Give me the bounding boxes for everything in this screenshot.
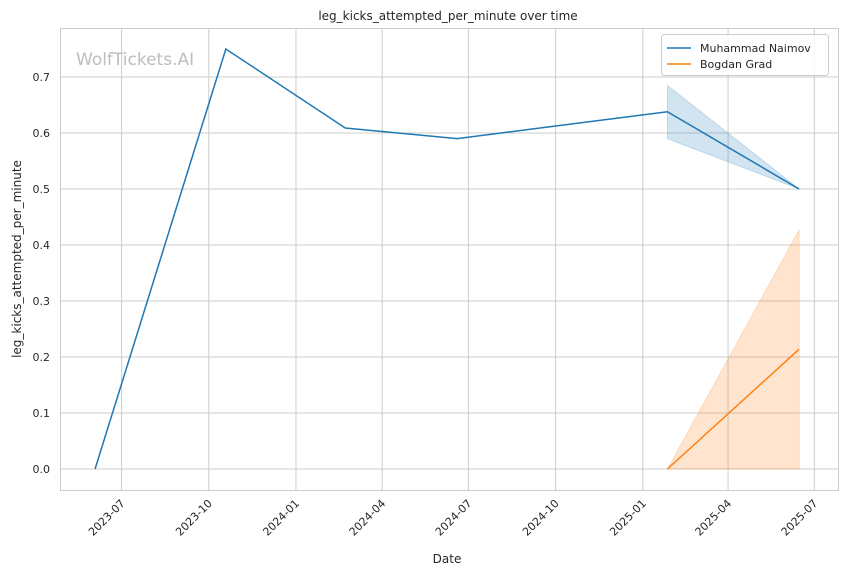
y-tick-label: 0.5 xyxy=(33,183,51,196)
legend-box xyxy=(661,34,829,76)
y-tick-label: 0.6 xyxy=(33,127,51,140)
y-tick-label: 0.2 xyxy=(33,351,51,364)
x-tick-label: 2025-01 xyxy=(607,497,649,539)
x-tick-label: 2024-10 xyxy=(520,497,562,539)
x-tick-label: 2024-07 xyxy=(433,497,475,539)
chart-title: leg_kicks_attempted_per_minute over time xyxy=(318,9,577,23)
plot-frame xyxy=(60,28,839,491)
watermark: WolfTickets.AI xyxy=(76,50,194,70)
series-line xyxy=(666,348,800,470)
confidence-band xyxy=(666,84,800,190)
legend-label: Muhammad Naimov xyxy=(700,42,811,55)
x-tick-label: 2025-07 xyxy=(779,497,821,539)
x-axis-label: Date xyxy=(433,552,462,566)
y-tick-label: 0.7 xyxy=(33,71,51,84)
x-tick-label: 2024-04 xyxy=(347,497,389,539)
x-tick-label: 2025-04 xyxy=(692,497,734,539)
x-tick-label: 2023-10 xyxy=(173,497,215,539)
x-tick-label: 2023-07 xyxy=(86,497,128,539)
y-tick-label: 0.0 xyxy=(33,463,51,476)
confidence-band xyxy=(666,229,800,470)
series-line xyxy=(94,47,800,470)
legend: Muhammad Naimov Bogdan Grad xyxy=(661,34,829,76)
y-tick-label: 0.4 xyxy=(33,239,51,252)
y-tick-label: 0.3 xyxy=(33,295,51,308)
y-tick-label: 0.1 xyxy=(33,407,51,420)
x-tick-label: 2024-01 xyxy=(260,497,302,539)
y-axis-label: leg_kicks_attempted_per_minute xyxy=(10,160,24,358)
legend-label: Bogdan Grad xyxy=(700,58,772,71)
